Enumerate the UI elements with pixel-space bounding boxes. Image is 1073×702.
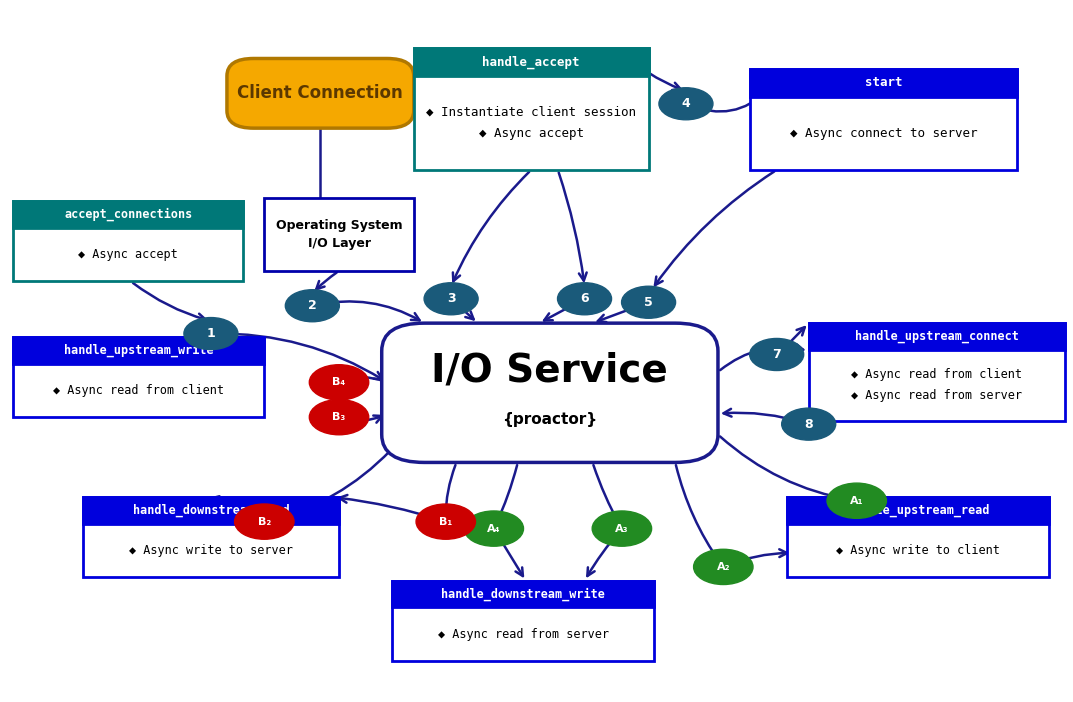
Ellipse shape <box>750 338 804 371</box>
Ellipse shape <box>309 365 369 400</box>
Text: ◆ Async write to client: ◆ Async write to client <box>836 544 1000 557</box>
Ellipse shape <box>827 483 886 518</box>
Text: {proactor}: {proactor} <box>502 412 598 427</box>
Text: B₃: B₃ <box>333 412 346 422</box>
Text: ◆ Instantiate client session
◆ Async accept: ◆ Instantiate client session ◆ Async acc… <box>426 106 636 140</box>
FancyBboxPatch shape <box>14 337 264 364</box>
Ellipse shape <box>782 408 836 440</box>
Text: Client Connection: Client Connection <box>237 84 403 102</box>
Text: B₂: B₂ <box>258 517 270 526</box>
Ellipse shape <box>285 290 339 322</box>
Ellipse shape <box>183 317 238 350</box>
FancyBboxPatch shape <box>750 69 1017 97</box>
Text: A₁: A₁ <box>850 496 864 505</box>
Text: Operating System
I/O Layer: Operating System I/O Layer <box>276 219 402 250</box>
Text: A₄: A₄ <box>487 524 500 534</box>
Text: 5: 5 <box>644 296 653 309</box>
FancyBboxPatch shape <box>227 58 414 128</box>
Text: ◆ Async read from client
◆ Async read from server: ◆ Async read from client ◆ Async read fr… <box>851 368 1023 402</box>
Text: I/O Service: I/O Service <box>431 352 668 390</box>
Ellipse shape <box>416 504 475 539</box>
FancyBboxPatch shape <box>382 323 718 463</box>
Text: accept_connections: accept_connections <box>64 208 192 221</box>
FancyBboxPatch shape <box>14 201 242 282</box>
Text: handle_upstream_connect: handle_upstream_connect <box>855 330 1018 343</box>
Text: 4: 4 <box>681 98 690 110</box>
FancyBboxPatch shape <box>393 581 653 661</box>
Text: A₃: A₃ <box>615 524 629 534</box>
Ellipse shape <box>693 549 753 585</box>
Ellipse shape <box>465 511 524 546</box>
Text: ◆ Async connect to server: ◆ Async connect to server <box>790 127 978 140</box>
Text: handle_accept: handle_accept <box>483 55 579 69</box>
Ellipse shape <box>621 286 676 318</box>
Ellipse shape <box>659 88 712 120</box>
Text: A₂: A₂ <box>717 562 730 572</box>
Text: ◆ Async accept: ◆ Async accept <box>78 248 178 261</box>
Text: start: start <box>865 77 902 89</box>
Ellipse shape <box>235 504 294 539</box>
FancyBboxPatch shape <box>750 69 1017 170</box>
FancyBboxPatch shape <box>414 48 648 170</box>
Text: ◆ Async write to server: ◆ Async write to server <box>129 544 293 557</box>
Text: handle_upstream_read: handle_upstream_read <box>847 504 989 517</box>
FancyBboxPatch shape <box>264 198 414 271</box>
FancyBboxPatch shape <box>809 323 1064 350</box>
FancyBboxPatch shape <box>414 48 648 76</box>
Text: 1: 1 <box>207 327 216 340</box>
Text: ◆ Async read from server: ◆ Async read from server <box>438 628 608 641</box>
Ellipse shape <box>309 399 369 435</box>
FancyBboxPatch shape <box>83 497 339 524</box>
Text: 6: 6 <box>580 292 589 305</box>
Text: 3: 3 <box>446 292 455 305</box>
Text: B₁: B₁ <box>439 517 453 526</box>
Text: B₄: B₄ <box>333 378 346 388</box>
FancyBboxPatch shape <box>788 497 1049 577</box>
Ellipse shape <box>592 511 651 546</box>
Text: ◆ Async read from client: ◆ Async read from client <box>54 384 224 397</box>
Text: handle_upstream_write: handle_upstream_write <box>64 343 214 357</box>
FancyBboxPatch shape <box>83 497 339 577</box>
FancyBboxPatch shape <box>393 581 653 607</box>
Text: 7: 7 <box>773 348 781 361</box>
Text: 8: 8 <box>805 418 813 430</box>
FancyBboxPatch shape <box>809 323 1064 420</box>
Ellipse shape <box>424 283 479 314</box>
Text: 2: 2 <box>308 299 317 312</box>
Text: handle_downstream_write: handle_downstream_write <box>441 588 605 601</box>
Ellipse shape <box>558 283 612 314</box>
FancyBboxPatch shape <box>14 337 264 417</box>
FancyBboxPatch shape <box>14 201 242 227</box>
Text: handle_downstream_read: handle_downstream_read <box>133 504 290 517</box>
FancyBboxPatch shape <box>788 497 1049 524</box>
